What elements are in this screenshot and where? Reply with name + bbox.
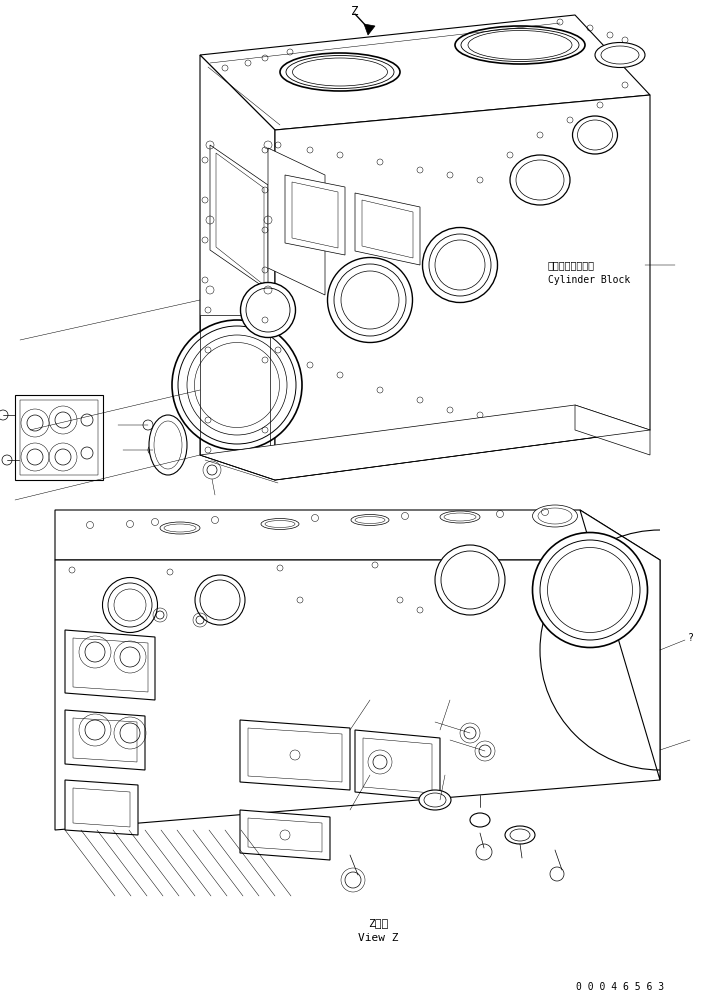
Polygon shape: [364, 24, 375, 35]
Ellipse shape: [103, 578, 158, 632]
Ellipse shape: [422, 227, 498, 303]
Polygon shape: [240, 720, 350, 790]
Polygon shape: [65, 630, 155, 700]
Ellipse shape: [351, 515, 389, 526]
Ellipse shape: [419, 790, 451, 810]
Text: 0 0 0 4 6 5 6 3: 0 0 0 4 6 5 6 3: [576, 982, 664, 992]
Ellipse shape: [572, 116, 617, 154]
Polygon shape: [15, 395, 103, 480]
Polygon shape: [355, 730, 440, 800]
Polygon shape: [65, 780, 138, 835]
Ellipse shape: [172, 320, 302, 450]
Ellipse shape: [505, 826, 535, 844]
Ellipse shape: [195, 575, 245, 625]
Ellipse shape: [241, 283, 296, 338]
Polygon shape: [55, 560, 660, 830]
Ellipse shape: [327, 258, 413, 343]
Ellipse shape: [455, 26, 585, 64]
Ellipse shape: [280, 53, 400, 91]
Polygon shape: [210, 145, 268, 290]
Ellipse shape: [532, 505, 577, 527]
Ellipse shape: [435, 545, 505, 615]
Ellipse shape: [510, 155, 570, 205]
Ellipse shape: [261, 519, 299, 530]
Ellipse shape: [532, 533, 648, 647]
Text: View Z: View Z: [358, 933, 398, 943]
Ellipse shape: [149, 415, 187, 475]
Polygon shape: [355, 193, 420, 265]
Text: Z　視: Z 視: [368, 918, 388, 928]
Polygon shape: [200, 55, 275, 480]
Ellipse shape: [160, 522, 200, 534]
Ellipse shape: [595, 43, 645, 68]
Polygon shape: [200, 15, 650, 130]
Polygon shape: [275, 95, 650, 480]
Polygon shape: [240, 810, 330, 860]
Polygon shape: [200, 405, 650, 480]
Polygon shape: [65, 710, 145, 770]
Ellipse shape: [470, 813, 490, 827]
Polygon shape: [575, 405, 650, 455]
Text: シリンダブロック: シリンダブロック: [548, 260, 595, 270]
Text: Z: Z: [351, 5, 359, 18]
Text: ?: ?: [688, 633, 694, 643]
Ellipse shape: [440, 511, 480, 523]
Polygon shape: [268, 148, 325, 295]
Polygon shape: [285, 175, 345, 255]
Polygon shape: [580, 510, 660, 780]
Text: Cylinder Block: Cylinder Block: [548, 275, 630, 285]
Polygon shape: [55, 510, 660, 560]
